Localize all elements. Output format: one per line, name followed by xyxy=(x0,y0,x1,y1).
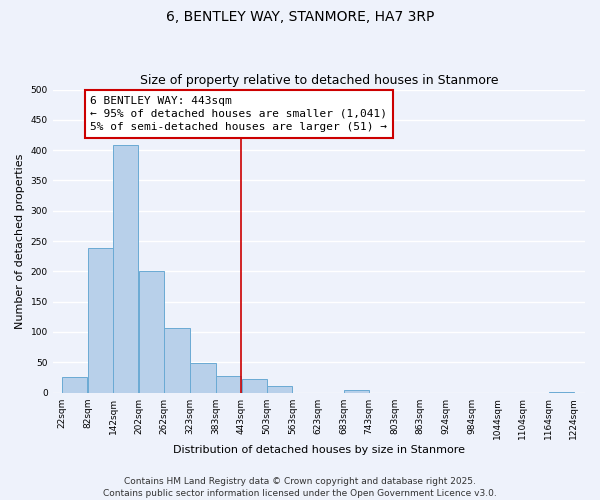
Bar xyxy=(190,363,215,392)
X-axis label: Distribution of detached houses by size in Stanmore: Distribution of detached houses by size … xyxy=(173,445,465,455)
Title: Size of property relative to detached houses in Stanmore: Size of property relative to detached ho… xyxy=(140,74,498,87)
Text: 6 BENTLEY WAY: 443sqm
← 95% of detached houses are smaller (1,041)
5% of semi-de: 6 BENTLEY WAY: 443sqm ← 95% of detached … xyxy=(90,96,387,132)
Bar xyxy=(88,248,113,392)
Bar xyxy=(344,390,369,392)
Bar xyxy=(164,328,190,392)
Y-axis label: Number of detached properties: Number of detached properties xyxy=(15,154,25,329)
Text: 6, BENTLEY WAY, STANMORE, HA7 3RP: 6, BENTLEY WAY, STANMORE, HA7 3RP xyxy=(166,10,434,24)
Bar xyxy=(267,386,292,392)
Bar xyxy=(62,377,88,392)
Text: Contains HM Land Registry data © Crown copyright and database right 2025.
Contai: Contains HM Land Registry data © Crown c… xyxy=(103,476,497,498)
Bar xyxy=(113,146,139,392)
Bar xyxy=(139,271,164,392)
Bar xyxy=(216,376,241,392)
Bar xyxy=(242,378,266,392)
